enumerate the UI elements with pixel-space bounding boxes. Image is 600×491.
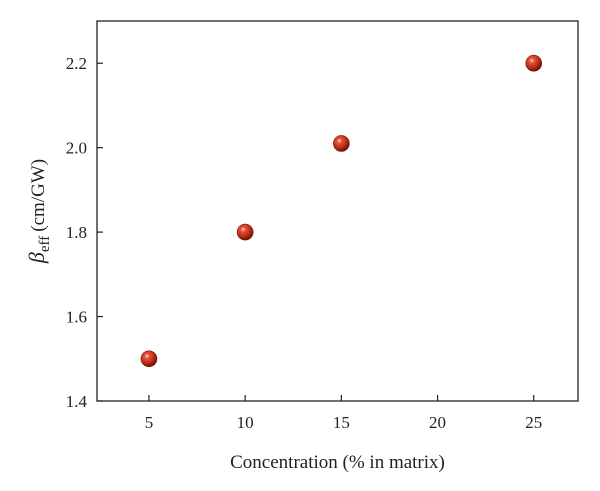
y-axis-title: βeff (cm/GW) — [24, 159, 53, 264]
x-tick-label: 20 — [429, 413, 446, 432]
data-point — [525, 54, 543, 72]
y-tick-label: 1.4 — [66, 392, 88, 411]
y-axis-subscript: eff — [37, 236, 53, 252]
plot-frame — [96, 20, 579, 402]
data-point — [333, 135, 350, 152]
x-axis-ticks: 5 10 15 20 25 — [145, 395, 542, 432]
y-tick-label: 2.0 — [66, 139, 87, 158]
x-tick-label: 5 — [145, 413, 154, 432]
y-axis-ticks: 1.4 1.6 1.8 2.0 2.2 — [66, 54, 103, 411]
y-tick-label: 1.6 — [66, 308, 87, 327]
y-axis-unit: (cm/GW) — [28, 159, 49, 232]
data-points — [140, 54, 543, 368]
y-tick-label: 1.8 — [66, 223, 87, 242]
svg-text:βeff(cm/GW): βeff (cm/GW) — [24, 159, 53, 264]
x-axis-title: Concentration (% in matrix) — [230, 452, 445, 473]
data-point — [236, 223, 254, 241]
x-tick-label: 15 — [333, 413, 350, 432]
x-tick-label: 25 — [525, 413, 542, 432]
y-tick-label: 2.2 — [66, 54, 87, 73]
x-tick-label: 10 — [237, 413, 254, 432]
y-axis-symbol: β — [24, 252, 49, 264]
data-point — [140, 350, 158, 368]
